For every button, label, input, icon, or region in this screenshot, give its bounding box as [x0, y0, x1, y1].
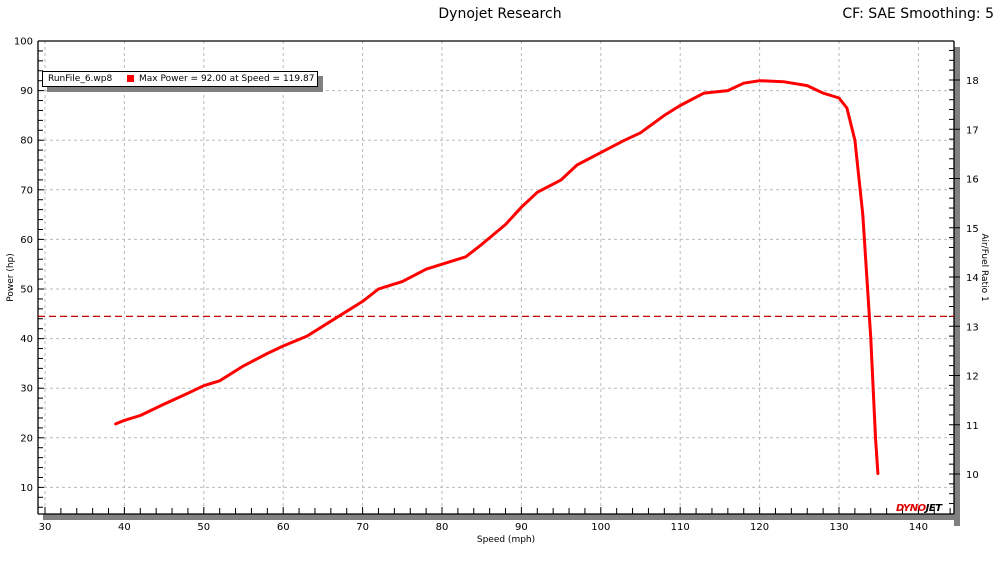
svg-text:10: 10: [966, 470, 979, 481]
legend-max-power: Max Power = 92.00 at Speed = 119.87: [139, 74, 315, 84]
svg-text:20: 20: [20, 433, 33, 444]
legend-color-swatch: [127, 75, 134, 82]
grid-lines: [38, 40, 954, 514]
svg-text:30: 30: [20, 384, 33, 395]
dynojet-logo: DYNOJET: [896, 503, 942, 514]
svg-text:10: 10: [20, 483, 33, 494]
svg-text:100: 100: [14, 37, 33, 48]
svg-text:60: 60: [20, 235, 33, 246]
svg-text:120: 120: [750, 522, 769, 533]
svg-text:70: 70: [356, 522, 369, 533]
svg-text:40: 40: [118, 522, 131, 533]
plot-shadow: [43, 47, 960, 526]
svg-text:130: 130: [829, 522, 848, 533]
svg-text:30: 30: [39, 522, 52, 533]
svg-text:13: 13: [966, 322, 979, 333]
chart-settings-text: CF: SAE Smoothing: 5: [842, 6, 994, 22]
legend: RunFile_6.wp8 Max Power = 92.00 at Speed…: [42, 71, 318, 87]
svg-text:100: 100: [591, 522, 610, 533]
svg-text:16: 16: [966, 175, 979, 186]
svg-text:80: 80: [20, 136, 33, 147]
svg-text:Speed (mph): Speed (mph): [477, 535, 535, 545]
svg-text:Air/Fuel Ratio 1: Air/Fuel Ratio 1: [979, 233, 989, 301]
svg-text:60: 60: [277, 522, 290, 533]
svg-text:110: 110: [671, 522, 690, 533]
svg-text:80: 80: [436, 522, 449, 533]
svg-text:14: 14: [966, 273, 979, 284]
svg-text:140: 140: [909, 522, 928, 533]
legend-file-name: RunFile_6.wp8: [48, 74, 113, 84]
power-curve: [114, 79, 880, 475]
svg-text:11: 11: [966, 421, 979, 432]
svg-text:90: 90: [20, 86, 33, 97]
svg-text:50: 50: [20, 285, 33, 296]
svg-text:Power (hp): Power (hp): [6, 253, 16, 302]
svg-text:15: 15: [966, 224, 979, 235]
svg-text:70: 70: [20, 185, 33, 196]
svg-text:90: 90: [515, 522, 528, 533]
tick-labels: 10 20 30 40 50 60 70 80 90 100 30 40 50 60 70 80 90 100 11…: [6, 37, 989, 546]
svg-text:40: 40: [20, 334, 33, 345]
chart-title: Dynojet Research: [438, 6, 562, 22]
svg-text:50: 50: [197, 522, 210, 533]
svg-text:18: 18: [966, 76, 979, 87]
axes: [37, 40, 960, 515]
svg-text:12: 12: [966, 372, 979, 383]
svg-text:17: 17: [966, 125, 979, 136]
